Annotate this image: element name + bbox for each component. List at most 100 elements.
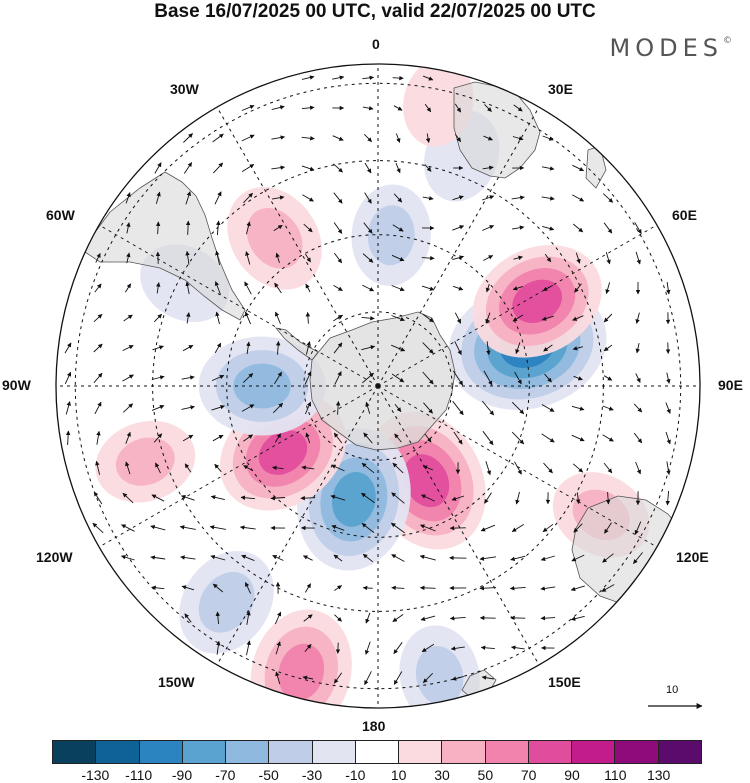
wind-vector-arrow [122, 403, 134, 413]
wind-vector-arrow [542, 135, 554, 141]
wind-vector-arrow [544, 373, 552, 383]
wind-vector-arrow [479, 585, 497, 591]
wind-vector-arrow [333, 314, 343, 322]
wind-vector-arrow [451, 675, 464, 681]
wind-vectors [64, 75, 671, 686]
wind-vector-arrow [452, 195, 464, 201]
wind-vector-arrow [363, 222, 373, 234]
colorbar-swatch [312, 741, 356, 763]
colorbar-swatch [96, 741, 140, 763]
wind-vector-arrow [303, 614, 313, 622]
wind-vector-arrow [302, 194, 314, 202]
wind-vector-arrow [573, 523, 583, 533]
wind-vector-arrow [454, 312, 462, 324]
wind-vector-arrow [391, 492, 405, 504]
wind-vector-arrow [572, 164, 585, 172]
wind-vector-arrow [571, 434, 585, 442]
wind-vector-arrow [275, 340, 281, 355]
meridian-label-180: 180 [362, 718, 386, 734]
wind-vector-arrow [126, 252, 131, 264]
colorbar-tick-label: -30 [301, 767, 323, 783]
wind-vector-arrow [212, 162, 224, 174]
wind-vector-arrow [393, 642, 403, 655]
wind-vector-arrow [514, 461, 522, 475]
meridian-label-120w: 120W [36, 549, 73, 565]
wind-vector-arrow [542, 285, 554, 291]
wind-vector-arrow [635, 461, 641, 475]
wind-vector-arrow [333, 192, 343, 204]
wind-vector-arrow [361, 523, 375, 533]
wind-vector-arrow [271, 195, 285, 200]
wind-vector-arrow [544, 253, 552, 263]
meridian-label-150e: 150E [548, 674, 581, 690]
wind-vector-arrow [305, 253, 311, 263]
wind-vector-arrow [123, 314, 133, 322]
anomaly-contour [246, 207, 303, 269]
wind-vector-arrow [274, 311, 281, 325]
wind-vector-arrow [275, 641, 281, 655]
wind-vector-arrow [602, 193, 614, 203]
wind-vector-arrow [151, 494, 165, 502]
wind-vector-arrow [243, 465, 253, 471]
wind-vector-arrow [454, 341, 462, 356]
wind-vector-arrow [480, 645, 495, 650]
wind-vector-arrow [212, 583, 224, 593]
wind-vector-arrow [481, 400, 495, 416]
brand-mark: © [723, 36, 732, 46]
wind-vector-arrow [182, 344, 194, 352]
wind-vector-arrow [393, 105, 403, 111]
wind-vector-arrow [634, 222, 642, 234]
wind-vector-arrow [125, 192, 131, 204]
meridian-label-120e: 120E [676, 549, 709, 565]
wind-vector-arrow [361, 315, 375, 321]
meridian-label-60e: 60E [672, 207, 697, 223]
wind-vector-arrow [512, 285, 523, 291]
wind-vector-arrow [64, 371, 72, 384]
wind-vector-arrow [126, 222, 131, 234]
wind-vector-arrow [303, 223, 313, 233]
wind-vector-arrow [540, 615, 556, 621]
wind-vector-arrow [572, 194, 585, 202]
wind-vector-arrow [515, 491, 520, 505]
wind-vector-arrow [272, 465, 284, 471]
wind-vector-arrow [483, 135, 493, 141]
wind-vector-arrow [483, 370, 493, 386]
wind-vector-arrow [481, 675, 494, 680]
wind-vector-arrow [241, 134, 255, 142]
colorbar-swatch [139, 741, 183, 763]
wind-vector-arrow [395, 163, 401, 174]
wind-vector-arrow [184, 463, 192, 473]
wind-vector-arrow [241, 404, 255, 412]
wind-vector-arrow [181, 585, 195, 591]
wind-vector-arrow [665, 402, 671, 414]
wind-vector-arrow [241, 554, 255, 562]
meridian-label-60w: 60W [46, 207, 75, 223]
wind-vector-arrow [333, 163, 343, 173]
wind-vector-arrow [95, 252, 101, 263]
wind-vector-arrow [181, 375, 195, 380]
wind-vector-arrow [603, 375, 613, 381]
wind-vector-arrow [605, 251, 611, 265]
wind-vector-arrow [300, 495, 316, 501]
wind-vector-arrow [305, 341, 311, 355]
wind-vector-arrow [602, 405, 614, 411]
wind-vector-arrow [422, 313, 434, 323]
wind-vector-arrow [214, 463, 222, 473]
wind-vector-arrow [482, 430, 494, 446]
wind-vector-arrow [512, 225, 525, 230]
colorbar-swatch [442, 741, 486, 763]
colorbar-swatch [485, 741, 529, 763]
colorbar-tick-label: -110 [125, 767, 153, 783]
meridian-line [93, 221, 379, 387]
antarctica [309, 311, 456, 451]
wind-vector-arrow [391, 254, 405, 262]
wind-vector-arrow [271, 165, 286, 170]
wind-vector-arrow [155, 462, 161, 474]
wind-vector-arrow [392, 224, 404, 232]
colorbar-tick-label: -130 [81, 767, 110, 783]
wind-vector-arrow [665, 431, 671, 445]
wind-vector-arrow [334, 371, 342, 385]
wind-vector-arrow [92, 522, 104, 534]
wind-vector-arrow [486, 341, 491, 356]
wind-vector-arrow [451, 495, 465, 501]
